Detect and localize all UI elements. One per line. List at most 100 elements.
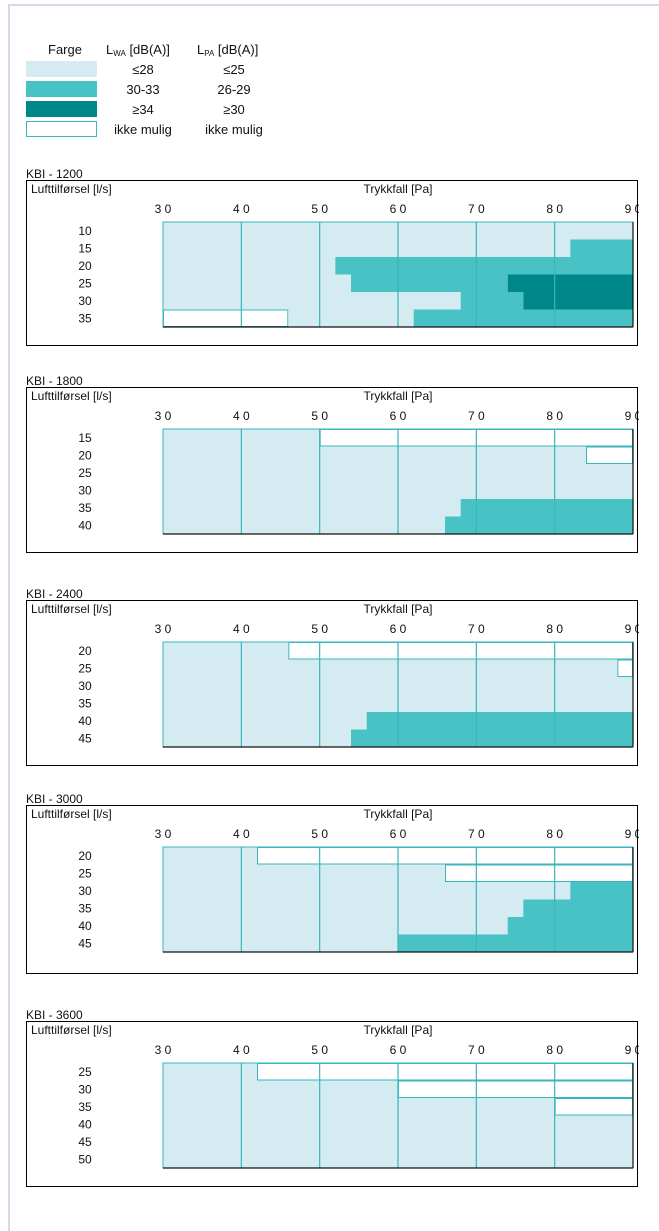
x-tick-label: 9 0 xyxy=(625,827,639,841)
y-tick-label: 40 xyxy=(78,714,92,728)
x-tick-label: 4 0 xyxy=(233,202,250,216)
x-tick-label: 5 0 xyxy=(311,827,328,841)
x-axis-label: Trykkfall [Pa] xyxy=(364,389,433,403)
chart-title-kbi-3600: KBI - 3600 xyxy=(26,1008,83,1022)
legend-lwa-header: LWA [dB(A)] xyxy=(106,42,170,58)
legend-lpa-low: ≤25 xyxy=(223,62,245,77)
x-tick-label: 9 0 xyxy=(625,202,639,216)
x-tick-label: 3 0 xyxy=(155,409,172,423)
heat-cell xyxy=(163,274,351,292)
legend-lpa-high: ≥30 xyxy=(223,102,245,117)
x-tick-label: 9 0 xyxy=(625,409,639,423)
page-frame xyxy=(8,4,659,1231)
legend-lwa-high: ≥34 xyxy=(132,102,154,117)
heat-cell xyxy=(163,292,461,310)
chart-panel-kbi-3600: Lufttilførsel [l/s] Trykkfall [Pa] 3 0 4 0 5… xyxy=(26,1021,639,1187)
heat-cell xyxy=(351,274,508,292)
x-axis-label: Trykkfall [Pa] xyxy=(364,602,433,616)
y-tick-label: 40 xyxy=(78,1117,92,1131)
heat-cell xyxy=(163,1098,555,1116)
heat-cell xyxy=(163,1080,398,1098)
x-tick-label: 5 0 xyxy=(311,622,328,636)
chart-panel-kbi-2400: Lufttilførsel [l/s] Trykkfall [Pa] 3 0 4 0 5… xyxy=(26,600,639,766)
legend-swatch-high xyxy=(26,101,97,117)
y-tick-label: 20 xyxy=(78,849,92,863)
y-tick-label: 25 xyxy=(78,466,92,480)
heat-cell xyxy=(570,882,633,900)
y-tick-label: 25 xyxy=(78,661,92,675)
y-tick-label: 30 xyxy=(78,884,92,898)
heat-cell xyxy=(163,446,586,464)
heat-cell xyxy=(586,446,633,464)
heat-cell xyxy=(445,864,633,882)
x-tick-label: 3 0 xyxy=(155,622,172,636)
y-tick-label: 15 xyxy=(78,431,92,445)
y-tick-label: 15 xyxy=(78,241,92,255)
x-tick-label: 6 0 xyxy=(390,202,407,216)
x-tick-label: 3 0 xyxy=(155,1043,172,1057)
y-tick-label: 30 xyxy=(78,1082,92,1096)
x-tick-label: 4 0 xyxy=(233,827,250,841)
chart-svg-kbi-1200: Lufttilførsel [l/s] Trykkfall [Pa] 3 0 4 0 5… xyxy=(31,182,639,328)
heat-cell xyxy=(163,712,367,730)
x-tick-label: 5 0 xyxy=(311,1043,328,1057)
y-tick-label: 10 xyxy=(78,224,92,238)
x-tick-label: 6 0 xyxy=(390,409,407,423)
y-tick-label: 30 xyxy=(78,294,92,308)
chart-title-kbi-3000: KBI - 3000 xyxy=(26,792,83,806)
heat-cell xyxy=(163,239,571,257)
x-tick-label: 3 0 xyxy=(155,827,172,841)
heat-cell xyxy=(163,642,289,660)
y-tick-label: 25 xyxy=(78,1065,92,1079)
legend-lpa-not-possible: ikke mulig xyxy=(205,122,263,137)
y-tick-label: 20 xyxy=(78,259,92,273)
y-tick-label: 40 xyxy=(78,919,92,933)
heat-cell xyxy=(257,1063,633,1081)
heat-cell xyxy=(413,309,633,327)
heat-cell xyxy=(163,864,445,882)
heat-cell xyxy=(163,882,571,900)
heat-cell xyxy=(163,1063,257,1081)
x-tick-label: 8 0 xyxy=(546,202,563,216)
y-tick-label: 20 xyxy=(78,644,92,658)
heat-cell xyxy=(570,239,633,257)
heat-cell xyxy=(163,516,445,534)
legend-lwa-medium: 30-33 xyxy=(126,82,160,97)
heat-cell xyxy=(163,934,398,952)
chart-panel-kbi-1800: Lufttilførsel [l/s] Trykkfall [Pa] 3 0 4 0 5… xyxy=(26,387,639,553)
chart-svg-kbi-1800: Lufttilførsel [l/s] Trykkfall [Pa] 3 0 4 0 5… xyxy=(31,389,639,535)
legend-color-header: Farge xyxy=(48,42,82,57)
x-axis-label: Trykkfall [Pa] xyxy=(364,1023,433,1037)
x-tick-label: 8 0 xyxy=(546,622,563,636)
x-axis-label: Trykkfall [Pa] xyxy=(364,807,433,821)
y-tick-label: 30 xyxy=(78,679,92,693)
x-tick-label: 6 0 xyxy=(390,827,407,841)
heat-cell xyxy=(163,309,289,327)
y-tick-label: 35 xyxy=(78,901,92,915)
chart-panel-kbi-1200: Lufttilførsel [l/s] Trykkfall [Pa] 3 0 4 0 5… xyxy=(26,180,639,346)
y-tick-label: 45 xyxy=(78,731,92,745)
y-tick-label: 50 xyxy=(78,1152,92,1166)
heat-cell xyxy=(288,642,633,660)
x-tick-label: 7 0 xyxy=(468,202,485,216)
heat-cell xyxy=(507,274,633,292)
legend-lwa-low: ≤28 xyxy=(132,62,154,77)
heat-cell xyxy=(163,917,508,935)
y-tick-label: 25 xyxy=(78,276,92,290)
chart-svg-kbi-3600: Lufttilførsel [l/s] Trykkfall [Pa] 3 0 4 0 5… xyxy=(31,1023,639,1169)
heat-cell xyxy=(460,292,524,310)
heat-cell xyxy=(523,899,633,917)
x-tick-label: 8 0 xyxy=(546,827,563,841)
y-axis-label: Lufttilførsel [l/s] xyxy=(31,1023,112,1037)
y-tick-label: 20 xyxy=(78,448,92,462)
y-tick-label: 45 xyxy=(78,1135,92,1149)
x-tick-label: 6 0 xyxy=(390,622,407,636)
legend-lpa-header: LPA [dB(A)] xyxy=(197,42,259,58)
heat-cell xyxy=(163,847,257,865)
legend-swatch-medium xyxy=(26,81,97,97)
y-tick-label: 30 xyxy=(78,483,92,497)
legend-swatch-low xyxy=(26,61,97,77)
x-tick-label: 8 0 xyxy=(546,1043,563,1057)
y-axis-label: Lufttilførsel [l/s] xyxy=(31,182,112,196)
chart-title-kbi-1200: KBI - 1200 xyxy=(26,167,83,181)
